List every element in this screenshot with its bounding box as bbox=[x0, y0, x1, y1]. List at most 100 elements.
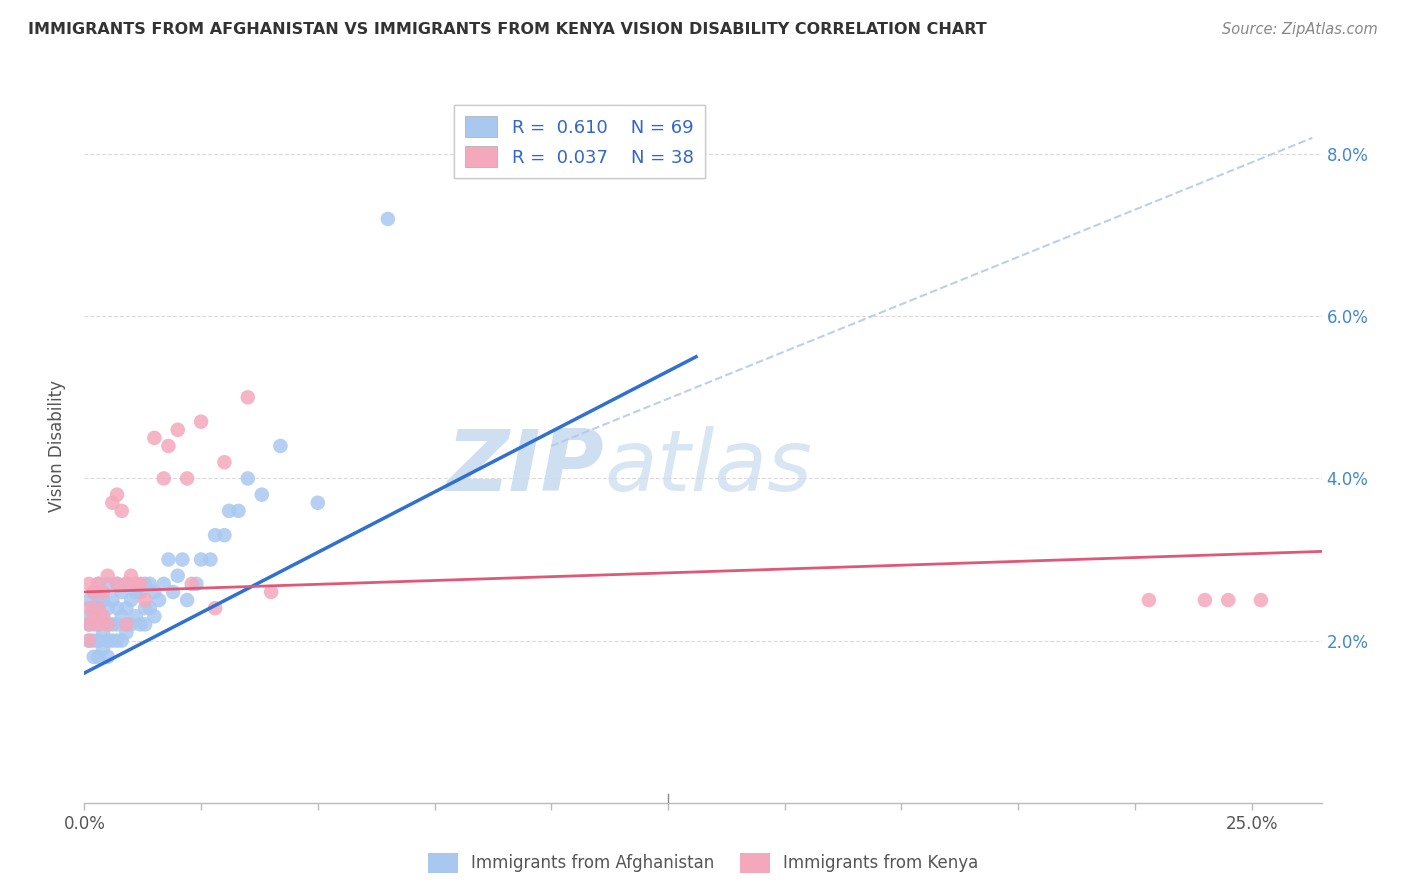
Point bbox=[218, 504, 240, 518]
Point bbox=[83, 649, 105, 664]
Point bbox=[91, 609, 114, 624]
Point bbox=[105, 601, 128, 615]
Point bbox=[138, 601, 160, 615]
Point bbox=[83, 601, 105, 615]
Point bbox=[97, 577, 120, 591]
Point bbox=[111, 504, 134, 518]
Point bbox=[83, 633, 105, 648]
Text: ZIP: ZIP bbox=[446, 425, 605, 509]
Point bbox=[190, 415, 212, 429]
Point bbox=[269, 439, 291, 453]
Point bbox=[120, 568, 142, 582]
Legend: R =  0.610    N = 69, R =  0.037    N = 38: R = 0.610 N = 69, R = 0.037 N = 38 bbox=[454, 105, 704, 178]
Point bbox=[87, 617, 110, 632]
Point bbox=[134, 593, 156, 607]
Point bbox=[134, 577, 156, 591]
Point bbox=[101, 633, 124, 648]
Point bbox=[190, 552, 212, 566]
Text: Source: ZipAtlas.com: Source: ZipAtlas.com bbox=[1222, 22, 1378, 37]
Point bbox=[129, 617, 152, 632]
Point bbox=[91, 593, 114, 607]
Point bbox=[236, 390, 259, 404]
Point bbox=[157, 439, 180, 453]
Point bbox=[77, 633, 100, 648]
Point bbox=[152, 577, 174, 591]
Point bbox=[97, 601, 120, 615]
Point bbox=[91, 585, 114, 599]
Point bbox=[129, 577, 152, 591]
Point bbox=[115, 577, 138, 591]
Point bbox=[152, 471, 174, 485]
Point bbox=[115, 617, 138, 632]
Point bbox=[105, 577, 128, 591]
Point bbox=[105, 617, 128, 632]
Point bbox=[166, 423, 188, 437]
Point bbox=[105, 633, 128, 648]
Point bbox=[134, 601, 156, 615]
Legend: Immigrants from Afghanistan, Immigrants from Kenya: Immigrants from Afghanistan, Immigrants … bbox=[422, 847, 984, 880]
Point bbox=[125, 609, 148, 624]
Point bbox=[115, 601, 138, 615]
Point bbox=[186, 577, 208, 591]
Point bbox=[97, 568, 120, 582]
Point bbox=[1250, 593, 1272, 607]
Point bbox=[87, 617, 110, 632]
Point bbox=[105, 488, 128, 502]
Point bbox=[1137, 593, 1160, 607]
Point bbox=[143, 585, 166, 599]
Point bbox=[83, 585, 105, 599]
Point bbox=[120, 593, 142, 607]
Point bbox=[77, 601, 100, 615]
Point bbox=[307, 496, 329, 510]
Point bbox=[77, 609, 100, 624]
Point bbox=[91, 609, 114, 624]
Point bbox=[1218, 593, 1240, 607]
Point bbox=[87, 577, 110, 591]
Point bbox=[97, 649, 120, 664]
Point bbox=[143, 609, 166, 624]
Point bbox=[87, 649, 110, 664]
Point bbox=[91, 625, 114, 640]
Point bbox=[87, 593, 110, 607]
Point bbox=[83, 617, 105, 632]
Point bbox=[138, 577, 160, 591]
Point bbox=[77, 617, 100, 632]
Point bbox=[105, 577, 128, 591]
Point bbox=[236, 471, 259, 485]
Point bbox=[214, 455, 236, 469]
Point bbox=[377, 211, 399, 226]
Point bbox=[260, 585, 283, 599]
Point bbox=[77, 633, 100, 648]
Point bbox=[101, 496, 124, 510]
Point bbox=[157, 552, 180, 566]
Point bbox=[204, 601, 226, 615]
Point bbox=[87, 601, 110, 615]
Text: IMMIGRANTS FROM AFGHANISTAN VS IMMIGRANTS FROM KENYA VISION DISABILITY CORRELATI: IMMIGRANTS FROM AFGHANISTAN VS IMMIGRANT… bbox=[28, 22, 987, 37]
Point bbox=[125, 577, 148, 591]
Point bbox=[162, 585, 184, 599]
Y-axis label: Vision Disability: Vision Disability bbox=[48, 380, 66, 512]
Point bbox=[1194, 593, 1216, 607]
Point bbox=[111, 609, 134, 624]
Point bbox=[172, 552, 194, 566]
Point bbox=[250, 488, 273, 502]
Point bbox=[148, 593, 170, 607]
Point bbox=[83, 585, 105, 599]
Point bbox=[115, 577, 138, 591]
Point bbox=[115, 625, 138, 640]
Point bbox=[97, 633, 120, 648]
Point bbox=[111, 633, 134, 648]
Point bbox=[111, 585, 134, 599]
Text: atlas: atlas bbox=[605, 425, 813, 509]
Point bbox=[143, 431, 166, 445]
Point bbox=[125, 585, 148, 599]
Point bbox=[77, 617, 100, 632]
Point bbox=[176, 471, 198, 485]
Point bbox=[129, 585, 152, 599]
Point bbox=[77, 577, 100, 591]
Point bbox=[200, 552, 222, 566]
Point bbox=[87, 601, 110, 615]
Point bbox=[91, 641, 114, 656]
Point bbox=[97, 617, 120, 632]
Point bbox=[134, 617, 156, 632]
